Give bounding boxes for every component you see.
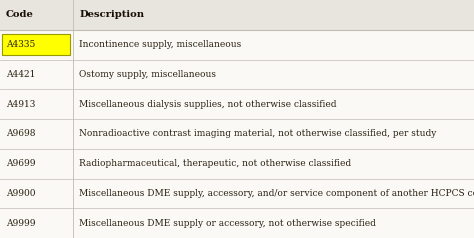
Bar <box>0 89 474 119</box>
Text: Incontinence supply, miscellaneous: Incontinence supply, miscellaneous <box>79 40 241 49</box>
Text: Miscellaneous dialysis supplies, not otherwise classified: Miscellaneous dialysis supplies, not oth… <box>79 100 337 109</box>
Text: A9699: A9699 <box>6 159 35 168</box>
Bar <box>2 34 70 55</box>
Text: A4913: A4913 <box>6 100 35 109</box>
Text: Nonradioactive contrast imaging material, not otherwise classified, per study: Nonradioactive contrast imaging material… <box>79 129 437 138</box>
Text: A9999: A9999 <box>6 219 35 228</box>
Text: Code: Code <box>6 10 34 19</box>
Bar <box>0 30 474 60</box>
Text: Ostomy supply, miscellaneous: Ostomy supply, miscellaneous <box>79 70 216 79</box>
Bar <box>0 178 474 208</box>
Text: A9900: A9900 <box>6 189 35 198</box>
Bar <box>0 149 474 178</box>
Bar <box>0 119 474 149</box>
Text: A4421: A4421 <box>6 70 35 79</box>
Text: Miscellaneous DME supply or accessory, not otherwise specified: Miscellaneous DME supply or accessory, n… <box>79 219 376 228</box>
Text: Radiopharmaceutical, therapeutic, not otherwise classified: Radiopharmaceutical, therapeutic, not ot… <box>79 159 351 168</box>
Text: Miscellaneous DME supply, accessory, and/or service component of another HCPCS c: Miscellaneous DME supply, accessory, and… <box>79 189 474 198</box>
Text: A4335: A4335 <box>6 40 35 49</box>
Bar <box>0 60 474 89</box>
Bar <box>0 208 474 238</box>
Bar <box>0 0 474 30</box>
Text: A9698: A9698 <box>6 129 35 138</box>
Text: Description: Description <box>79 10 144 19</box>
